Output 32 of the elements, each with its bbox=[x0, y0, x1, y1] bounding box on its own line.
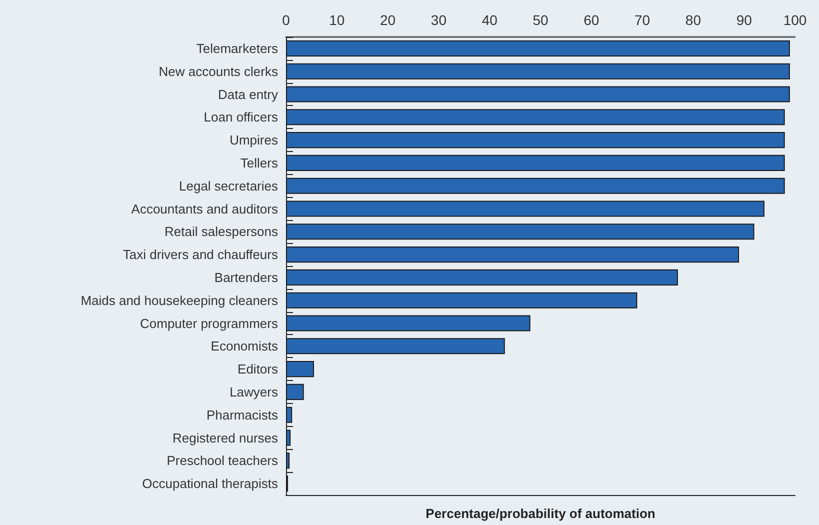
x-tick-label: 20 bbox=[380, 12, 396, 28]
y-tick-label: Maids and housekeeping cleaners bbox=[80, 292, 278, 308]
x-tick-label: 70 bbox=[634, 12, 650, 28]
y-tick-label: Legal secretaries bbox=[179, 178, 278, 194]
y-tick-label: Telemarketers bbox=[196, 40, 278, 56]
y-tick-label: Bartenders bbox=[214, 270, 278, 285]
y-tick-label: Loan officers bbox=[204, 110, 278, 125]
y-tick-label: Retail salespersons bbox=[164, 224, 278, 240]
x-axis-title: Percentage/probability of automation bbox=[426, 506, 656, 521]
y-tick-label: Accountants and auditors bbox=[131, 201, 278, 216]
y-tick-label: Taxi drivers and chauffeurs bbox=[122, 247, 278, 262]
y-tick-label: Pharmacists bbox=[206, 407, 278, 422]
y-tick-label: Economists bbox=[210, 338, 278, 354]
y-tick-label: Occupational therapists bbox=[142, 476, 278, 492]
x-tick-label: 80 bbox=[685, 12, 702, 28]
x-tick-label: 50 bbox=[532, 12, 548, 28]
x-tick-label: 60 bbox=[584, 12, 600, 28]
y-tick-label: Data entry bbox=[218, 86, 278, 102]
x-tick-label: 10 bbox=[329, 12, 345, 28]
y-tick-label: Computer programmers bbox=[140, 316, 278, 331]
y-tick-label: Tellers bbox=[240, 155, 278, 170]
x-tick-label: 40 bbox=[482, 12, 498, 28]
x-tick-label: 100 bbox=[783, 12, 807, 28]
y-tick-label: New accounts clerks bbox=[158, 64, 278, 79]
x-tick-label: 0 bbox=[282, 12, 290, 28]
y-tick-label: Editors bbox=[238, 362, 278, 377]
y-tick-label: Registered nurses bbox=[172, 430, 278, 446]
y-tick-label: Umpires bbox=[230, 132, 278, 148]
y-tick-label: Preschool teachers bbox=[166, 453, 278, 468]
x-tick-label: 30 bbox=[430, 12, 447, 28]
x-tick-label: 90 bbox=[736, 12, 752, 28]
y-tick-label: Lawyers bbox=[230, 384, 278, 400]
